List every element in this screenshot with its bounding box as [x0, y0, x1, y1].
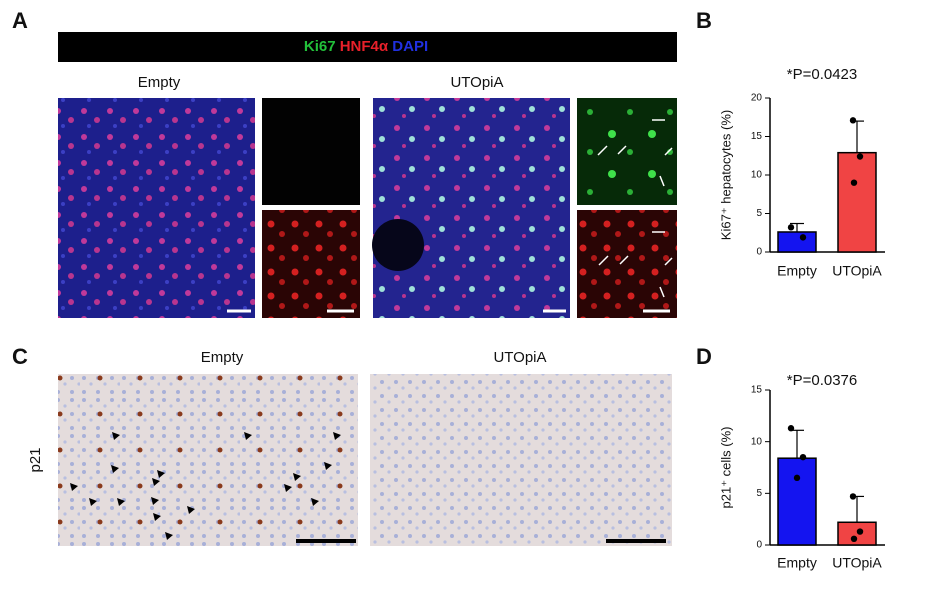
- stain: Ki67: [304, 38, 336, 55]
- data-point: [850, 535, 858, 542]
- data-point: [793, 474, 801, 482]
- micrograph: [577, 98, 677, 205]
- y-tick-label: 0: [756, 247, 762, 258]
- x-tick-label: UTOpiA: [832, 263, 882, 279]
- panel-label: D: [696, 344, 712, 369]
- vessel: [372, 219, 424, 271]
- y-tick-label: 0: [756, 540, 762, 551]
- micrograph: [58, 374, 358, 546]
- data-point: [787, 224, 795, 231]
- micrograph: [58, 98, 255, 318]
- micrograph: [262, 210, 360, 318]
- data-point: [849, 493, 857, 500]
- bar: [777, 457, 817, 546]
- panel-label: C: [12, 344, 28, 369]
- data-point: [799, 234, 807, 241]
- data-point: [856, 153, 864, 160]
- stain: HNF4α: [340, 38, 389, 55]
- micrograph: [577, 210, 677, 318]
- y-tick-label: 5: [756, 208, 762, 219]
- y-axis-label: p21⁺ cells (%): [718, 427, 733, 509]
- group-label: Empty: [201, 349, 244, 366]
- panel-label: B: [696, 8, 712, 33]
- group-label: UTOpiA: [450, 74, 503, 91]
- chart-title: *P=0.0423: [787, 66, 857, 83]
- data-point: [850, 179, 858, 186]
- chart-title: *P=0.0376: [787, 372, 857, 389]
- micrograph: [370, 374, 672, 546]
- y-tick-label: 5: [756, 488, 762, 499]
- stain-legend: Ki67 HNF4α DAPI: [304, 38, 428, 55]
- y-axis-label: Ki67⁺ hepatocytes (%): [718, 110, 733, 240]
- x-tick-label: UTOpiA: [832, 555, 882, 571]
- bar: [777, 231, 817, 253]
- bar: [837, 521, 877, 546]
- stain: DAPI: [392, 38, 428, 55]
- data-point: [856, 528, 864, 535]
- data-point: [849, 117, 857, 124]
- stain-bar: [58, 32, 677, 62]
- y-tick-label: 20: [751, 93, 763, 104]
- data-point: [799, 453, 807, 461]
- row-label: p21: [27, 447, 44, 472]
- data-point: [787, 425, 795, 432]
- y-tick-label: 15: [751, 131, 763, 142]
- arrows: [597, 119, 673, 298]
- micrograph: [373, 98, 570, 318]
- y-tick-label: 10: [751, 436, 763, 447]
- group-label: Empty: [138, 74, 181, 91]
- micrograph: [262, 98, 360, 205]
- panel-label: A: [12, 8, 28, 33]
- x-tick-label: Empty: [777, 263, 817, 279]
- x-tick-label: Empty: [777, 555, 817, 571]
- y-tick-label: 15: [751, 385, 763, 396]
- y-tick-label: 10: [751, 170, 763, 181]
- bar: [837, 151, 877, 253]
- arrowheads: [70, 432, 341, 540]
- group-label: UTOpiA: [493, 349, 546, 366]
